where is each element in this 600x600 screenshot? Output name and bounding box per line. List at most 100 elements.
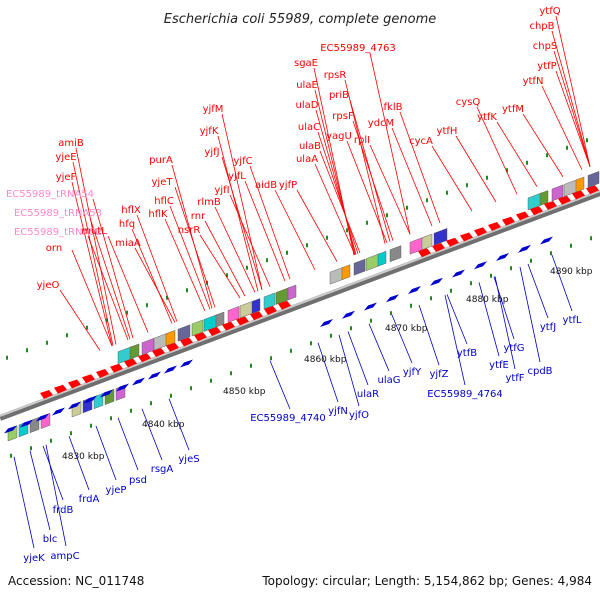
tick-dot <box>290 348 292 353</box>
gene-label-ytfL: ytfL <box>563 315 582 326</box>
leader-line <box>399 111 441 224</box>
leader-line <box>314 163 356 256</box>
gene-arrow <box>138 353 151 363</box>
gene-label-ytfJ: ytfJ <box>540 322 556 333</box>
leader-line <box>131 228 173 324</box>
gene-label-orn: orn <box>46 243 62 254</box>
gene-arrow <box>432 243 445 252</box>
tick-dot <box>26 348 28 353</box>
feature-block <box>215 311 225 328</box>
topology-text: Topology: circular; Length: 5,154,862 bp… <box>261 574 592 588</box>
gene-label-ytfQ: ytfQ <box>539 6 560 17</box>
tick-dot <box>186 288 188 293</box>
gene-label-rsgA: rsgA <box>151 464 174 475</box>
tick-dot <box>390 311 392 316</box>
leader-line <box>45 444 67 547</box>
leader-line <box>13 456 35 549</box>
bottom-gene-labels: yjeK blc ampC frdB frdA yjeP psd rsgA yj… <box>23 315 582 564</box>
leader-line <box>89 217 131 340</box>
feature-block <box>587 171 600 188</box>
leader-line <box>59 289 101 351</box>
leader-line <box>352 120 394 241</box>
leader-line <box>71 181 113 347</box>
feature-block-shape <box>215 311 225 328</box>
gene-label-yjeS: yjeS <box>178 454 199 465</box>
gene-arrow <box>530 206 543 216</box>
leader-line <box>169 205 211 310</box>
top-gene-labels: yjeO orn EC55989_tRNA52 EC55989_tRNA53 E… <box>6 6 561 291</box>
feature-block <box>177 324 191 342</box>
feature-block <box>551 184 564 202</box>
tick-dot <box>106 318 108 323</box>
tick-dot <box>566 145 568 150</box>
tick-dot <box>10 453 12 458</box>
gene-arrow <box>474 261 487 270</box>
gene-label-rnr: rnr <box>191 211 206 222</box>
tick-dot <box>370 318 372 323</box>
leader-line <box>418 304 440 366</box>
feature-block <box>353 258 366 276</box>
gene-arrow <box>544 201 557 210</box>
leader-line <box>95 425 117 481</box>
leader-line <box>319 150 361 254</box>
gene-label-yagU: yagU <box>326 131 352 142</box>
gene-label-trna52: EC55989_tRNA52 <box>14 227 102 238</box>
gene-label-yjeE: yjeE <box>55 152 76 163</box>
tick-dot <box>410 303 412 308</box>
scale-4870: 4870 kbp <box>385 324 428 334</box>
leader-line <box>269 360 291 410</box>
label-leader-lines <box>13 15 591 549</box>
gene-label-ytfH: ytfH <box>437 126 458 137</box>
leader-line <box>494 276 516 370</box>
gene-arrow <box>264 306 277 315</box>
leader-line <box>527 263 549 319</box>
feature-block-shape <box>165 330 176 347</box>
tick-dot <box>90 423 92 428</box>
leader-line <box>496 121 538 187</box>
leader-line <box>476 106 518 195</box>
leader-line <box>229 194 271 287</box>
tick-dot <box>270 356 272 361</box>
tick-dot <box>426 198 428 203</box>
tick-dot <box>166 295 168 300</box>
leader-line <box>29 450 51 531</box>
gene-arrow <box>516 211 529 221</box>
gene-arrow <box>222 321 235 331</box>
tick-dot <box>510 266 512 271</box>
gene-arrows <box>4 185 599 434</box>
leader-line <box>346 140 388 244</box>
gene-arrow <box>460 232 473 242</box>
gene-label-yjfZ: yjfZ <box>429 369 448 380</box>
feature-block <box>341 264 351 281</box>
leader-line <box>347 331 369 386</box>
gene-arrow <box>386 294 399 303</box>
gene-label-ytfK: ytfK <box>477 112 497 123</box>
feature-block <box>227 306 240 323</box>
tick-dot <box>130 408 132 413</box>
gene-label-yjfI: yjfI <box>214 185 229 196</box>
gene-arrow <box>82 374 95 384</box>
leader-line <box>71 249 113 347</box>
leader-line <box>446 294 468 345</box>
tick-dot <box>210 378 212 383</box>
gene-arrow <box>100 389 113 398</box>
leader-line <box>391 127 433 227</box>
leader-line <box>519 266 541 363</box>
gene-arrow <box>502 216 515 226</box>
gene-arrow <box>342 310 355 319</box>
scale-4840: 4840 kbp <box>142 420 185 430</box>
tick-dot <box>306 243 308 248</box>
gene-label-ulaE: ulaE <box>296 80 318 91</box>
gene-arrow <box>194 332 207 342</box>
gene-label-trna54: EC55989_tRNA54 <box>6 189 94 200</box>
tick-dot <box>246 265 248 270</box>
leader-line <box>75 147 117 345</box>
gene-label-ulaC: ulaC <box>298 122 320 133</box>
gene-label-yjeK: yjeK <box>23 553 45 564</box>
gene-label-fklB: fklB <box>384 102 403 113</box>
gene-arrow <box>208 327 221 336</box>
gene-arrow <box>320 319 333 327</box>
tick-dot <box>226 273 228 278</box>
gene-label-yjfY: yjfY <box>403 367 422 378</box>
